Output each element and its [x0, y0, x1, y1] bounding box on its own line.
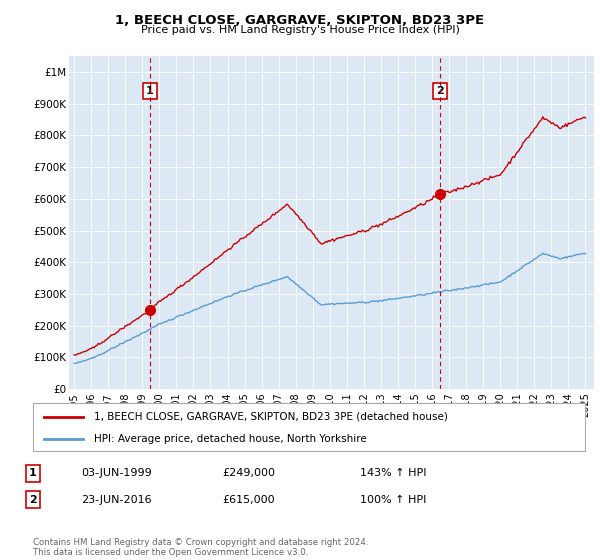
Text: 143% ↑ HPI: 143% ↑ HPI — [360, 468, 427, 478]
Text: £249,000: £249,000 — [222, 468, 275, 478]
Text: 2: 2 — [29, 494, 37, 505]
Text: HPI: Average price, detached house, North Yorkshire: HPI: Average price, detached house, Nort… — [94, 434, 367, 444]
Text: 03-JUN-1999: 03-JUN-1999 — [81, 468, 152, 478]
Text: 100% ↑ HPI: 100% ↑ HPI — [360, 494, 427, 505]
Text: 1: 1 — [146, 86, 154, 96]
Text: Price paid vs. HM Land Registry's House Price Index (HPI): Price paid vs. HM Land Registry's House … — [140, 25, 460, 35]
Text: 1: 1 — [29, 468, 37, 478]
Text: 23-JUN-2016: 23-JUN-2016 — [81, 494, 152, 505]
Text: 1, BEECH CLOSE, GARGRAVE, SKIPTON, BD23 3PE (detached house): 1, BEECH CLOSE, GARGRAVE, SKIPTON, BD23 … — [94, 412, 448, 422]
Text: Contains HM Land Registry data © Crown copyright and database right 2024.
This d: Contains HM Land Registry data © Crown c… — [33, 538, 368, 557]
Text: 2: 2 — [436, 86, 444, 96]
Text: £615,000: £615,000 — [222, 494, 275, 505]
Text: 1, BEECH CLOSE, GARGRAVE, SKIPTON, BD23 3PE: 1, BEECH CLOSE, GARGRAVE, SKIPTON, BD23 … — [115, 14, 485, 27]
